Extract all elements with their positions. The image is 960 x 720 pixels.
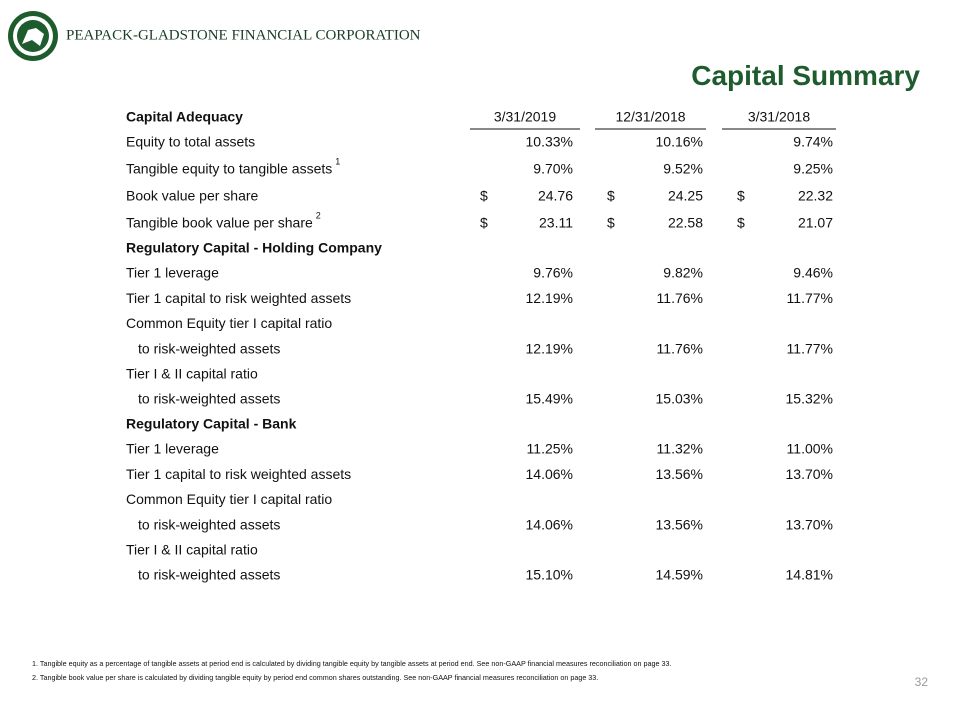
currency-symbol: $ xyxy=(607,215,615,231)
cell-value: 10.16% xyxy=(656,134,703,150)
row-label: Tier 1 capital to risk weighted assets xyxy=(126,466,351,482)
cell-value: 9.74% xyxy=(793,134,833,150)
row-label: Tier 1 leverage xyxy=(126,265,219,281)
cell-value: 15.49% xyxy=(526,391,573,407)
cell-value: 14.06% xyxy=(526,466,573,482)
page-number: 32 xyxy=(915,675,929,689)
row-label: to risk-weighted assets xyxy=(138,516,280,532)
currency-symbol: $ xyxy=(737,188,745,204)
cell-value: 11.76% xyxy=(657,290,703,306)
cell-value: 22.32 xyxy=(798,188,833,204)
cell-value: 15.03% xyxy=(656,391,703,407)
row-label: Tangible book value per share xyxy=(126,215,313,231)
cell-value: 11.00% xyxy=(787,441,833,457)
footnote-marker: 2 xyxy=(316,210,321,220)
row-label: Tangible equity to tangible assets xyxy=(126,161,332,177)
footnote: 2. Tangible book value per share is calc… xyxy=(32,673,598,682)
cell-value: 13.70% xyxy=(786,466,833,482)
cell-value: 11.77% xyxy=(787,340,833,356)
company-name: PEAPACK-GLADSTONE FINANCIAL CORPORATION xyxy=(66,27,421,43)
cell-value: 11.76% xyxy=(657,340,703,356)
cell-value: 9.76% xyxy=(533,265,573,281)
cell-value: 10.33% xyxy=(526,134,573,150)
footnote-marker: 1 xyxy=(335,156,340,166)
cell-value: 14.06% xyxy=(526,516,573,532)
cell-value: 9.52% xyxy=(663,161,703,177)
column-header: Capital Adequacy xyxy=(126,109,243,125)
column-header: 3/31/2018 xyxy=(748,109,810,125)
section-heading: Regulatory Capital - Bank xyxy=(126,416,297,432)
cell-value: 24.76 xyxy=(538,188,573,204)
row-label: Tier I & II capital ratio xyxy=(126,542,258,558)
cell-value: 21.07 xyxy=(798,215,833,231)
table: Capital Adequacy 3/31/2019 12/31/2018 3/31/… xyxy=(126,109,836,583)
row-label: Tier 1 capital to risk weighted assets xyxy=(126,290,351,306)
row-label: Tier 1 leverage xyxy=(126,441,219,457)
section-heading: Regulatory Capital - Holding Company xyxy=(126,240,382,256)
cell-value: 15.32% xyxy=(786,391,833,407)
cell-value: 23.11 xyxy=(539,215,573,231)
cell-value: 11.32% xyxy=(657,441,703,457)
cell-value: 12.19% xyxy=(526,290,573,306)
cell-value: 11.25% xyxy=(527,441,573,457)
cell-value: 9.25% xyxy=(793,161,833,177)
cell-value: 13.56% xyxy=(656,466,703,482)
cell-value: 11.77% xyxy=(787,290,833,306)
cell-value: 13.70% xyxy=(786,516,833,532)
cell-value: 9.46% xyxy=(793,265,833,281)
column-header: 12/31/2018 xyxy=(615,109,685,125)
currency-symbol: $ xyxy=(607,188,615,204)
row-label: Common Equity tier I capital ratio xyxy=(126,491,332,507)
currency-symbol: $ xyxy=(480,188,488,204)
row-label: Book value per share xyxy=(126,188,259,204)
slide-title: Capital Summary xyxy=(691,60,920,91)
cell-value: 14.81% xyxy=(786,567,833,583)
row-label: to risk-weighted assets xyxy=(138,391,280,407)
cell-value: 9.82% xyxy=(663,265,703,281)
row-label: Equity to total assets xyxy=(126,134,255,150)
currency-symbol: $ xyxy=(737,215,745,231)
row-label: Tier I & II capital ratio xyxy=(126,366,258,382)
row-label: to risk-weighted assets xyxy=(138,340,280,356)
column-header: 3/31/2019 xyxy=(494,109,556,125)
cell-value: 22.58 xyxy=(668,215,703,231)
cell-value: 24.25 xyxy=(668,188,703,204)
cell-value: 12.19% xyxy=(526,340,573,356)
footnote: 1. Tangible equity as a percentage of ta… xyxy=(32,659,671,668)
cell-value: 13.56% xyxy=(656,516,703,532)
cell-value: 14.59% xyxy=(656,567,703,583)
row-label: Common Equity tier I capital ratio xyxy=(126,315,332,331)
row-label: to risk-weighted assets xyxy=(138,567,280,583)
cell-value: 9.70% xyxy=(533,161,573,177)
logo xyxy=(8,11,58,61)
cell-value: 15.10% xyxy=(526,567,573,583)
currency-symbol: $ xyxy=(480,215,488,231)
